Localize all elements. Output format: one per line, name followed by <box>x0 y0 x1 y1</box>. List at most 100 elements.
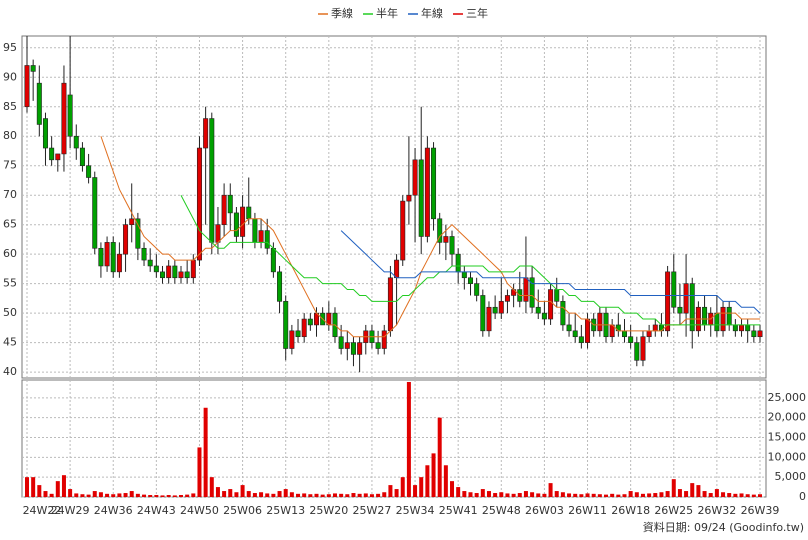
legend-label: 三年 <box>466 6 488 20</box>
candle-body <box>190 259 196 279</box>
volume-bar <box>283 489 288 497</box>
volume-bar <box>265 493 270 497</box>
volume-bar <box>419 477 424 497</box>
volume-bar <box>142 494 147 497</box>
candle-body <box>394 259 400 279</box>
volume-bar <box>339 493 344 497</box>
x-tick-label: 26W11 <box>568 504 607 517</box>
candle-body <box>702 306 708 326</box>
volume-bar <box>55 481 60 497</box>
price-frame <box>21 35 767 379</box>
volume-bar <box>92 491 97 497</box>
candle-body <box>751 330 757 338</box>
volume-bar <box>486 491 491 497</box>
y-tick-label: 95 <box>3 41 17 54</box>
candle-body <box>474 283 480 296</box>
candle-body <box>307 318 313 326</box>
x-tick-label: 24W29 <box>51 504 90 517</box>
volume-bar <box>739 493 744 497</box>
volume-bar <box>591 493 596 497</box>
volume-tick-label: 10,000 <box>768 450 807 463</box>
volume-bar <box>178 495 183 497</box>
candle-body <box>455 253 461 273</box>
candle-body <box>344 342 350 349</box>
x-tick-label: 26W25 <box>654 504 693 517</box>
volume-bar <box>296 493 301 497</box>
candle-body <box>110 242 116 273</box>
candle-body <box>726 306 732 326</box>
volume-bar <box>277 491 282 497</box>
volume-bar <box>172 495 177 497</box>
volume-bar <box>671 479 676 497</box>
candle-body <box>467 277 473 284</box>
candle-body <box>36 82 42 125</box>
y-tick-label: 90 <box>3 70 17 83</box>
candle-body <box>572 330 578 338</box>
candle-body <box>301 318 307 338</box>
y-tick-label: 50 <box>3 306 17 319</box>
volume-bar <box>209 477 214 497</box>
candle-body <box>350 342 356 355</box>
volume-bar <box>536 493 541 497</box>
candle-body <box>73 135 79 149</box>
candle-body <box>67 94 73 137</box>
candle-body <box>486 306 492 332</box>
volume-bar <box>105 493 110 497</box>
candle-body <box>449 236 455 255</box>
volume-bar <box>597 494 602 497</box>
volume-bar <box>714 489 719 497</box>
candle-body <box>566 324 572 332</box>
volume-bar <box>234 492 239 497</box>
x-tick-label: 25W41 <box>439 504 478 517</box>
candle-body <box>196 147 202 261</box>
candle-body <box>437 218 443 243</box>
volume-bar <box>647 493 652 497</box>
volume-bar <box>745 494 750 497</box>
volume-bar <box>123 493 128 497</box>
volume-bar <box>480 489 485 497</box>
candle-body <box>480 295 486 332</box>
y-tick-label: 45 <box>3 336 17 349</box>
candle-body <box>548 289 554 320</box>
candle-body <box>665 271 671 332</box>
candle-body <box>640 336 646 361</box>
volume-bar <box>665 491 670 497</box>
candle-body <box>628 336 634 343</box>
x-tick-label: 25W06 <box>223 504 262 517</box>
candle-body <box>757 330 763 338</box>
candle-body <box>492 306 498 314</box>
volume-bar <box>450 481 455 497</box>
ma-line <box>100 136 760 338</box>
volume-bar <box>271 493 276 497</box>
y-tick-label: 75 <box>3 159 17 172</box>
volume-bar <box>628 491 633 497</box>
volume-bar <box>345 494 350 497</box>
volume-tick-label: 0 <box>799 490 806 503</box>
candle-body <box>215 224 221 243</box>
volume-bar <box>98 492 103 497</box>
candle-body <box>646 330 652 338</box>
candle-body <box>252 218 258 243</box>
volume-bar <box>523 491 528 497</box>
x-tick-label: 24W36 <box>94 504 133 517</box>
volume-bar <box>74 493 79 497</box>
x-tick-label: 26W32 <box>697 504 736 517</box>
volume-tick-label: 5,000 <box>775 470 807 483</box>
volume-bar <box>25 477 29 497</box>
candle-body <box>554 289 560 302</box>
volume-bar <box>702 491 707 497</box>
candle-body <box>732 324 738 332</box>
candle-body <box>98 247 104 267</box>
volume-bar <box>560 492 565 497</box>
volume-bar <box>548 483 553 497</box>
candle-body <box>461 271 467 279</box>
x-tick-label: 25W13 <box>266 504 305 517</box>
candle-body <box>535 306 541 314</box>
candle-body <box>86 165 92 178</box>
candle-body <box>541 312 547 320</box>
candle-body <box>498 301 504 314</box>
candle-body <box>209 118 215 243</box>
volume-bar <box>160 495 165 497</box>
y-tick-label: 55 <box>3 277 17 290</box>
